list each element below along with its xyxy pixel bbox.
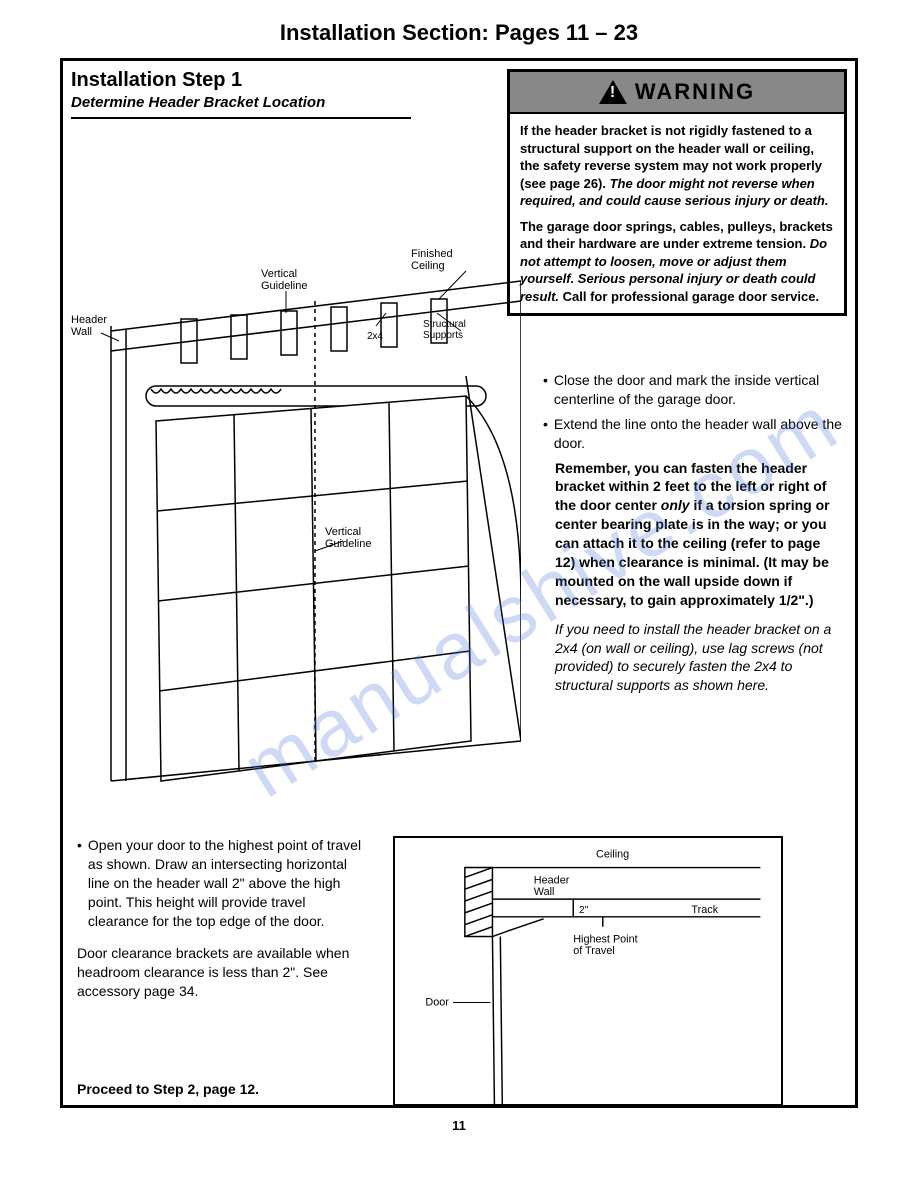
main-garage-diagram: Header Wall Vertical Guideline Finished … bbox=[71, 221, 521, 801]
instruction-note: If you need to install the header bracke… bbox=[555, 620, 843, 696]
lower-side-diagram: Ceiling Header Wall 2" Track Highest Poi… bbox=[393, 836, 783, 1106]
right-instructions: •Close the door and mark the inside vert… bbox=[543, 371, 843, 695]
bullet-icon: • bbox=[543, 371, 548, 409]
warning-p2c: Call for professional garage door servic… bbox=[559, 289, 819, 304]
warning-label: WARNING bbox=[635, 79, 755, 105]
lower-bullet: Open your door to the highest point of t… bbox=[88, 836, 367, 930]
warning-text: If the header bracket is not rigidly fas… bbox=[510, 114, 844, 313]
warning-triangle-icon bbox=[599, 80, 627, 104]
main-content-box: Installation Step 1 Determine Header Bra… bbox=[60, 58, 858, 1108]
page-number: 11 bbox=[0, 1118, 918, 1133]
warning-p2a: The garage door springs, cables, pulleys… bbox=[520, 219, 833, 252]
bullet-icon: • bbox=[77, 836, 82, 930]
instruction-bullet-1: Close the door and mark the inside verti… bbox=[554, 371, 843, 409]
bullet-icon: • bbox=[543, 415, 548, 453]
proceed-text: Proceed to Step 2, page 12. bbox=[77, 1081, 259, 1097]
label-2x4: 2x4 bbox=[367, 331, 384, 342]
label-door: Door bbox=[425, 996, 449, 1008]
step-header: Installation Step 1 Determine Header Bra… bbox=[71, 69, 411, 119]
label-finished-ceiling: Finished Ceiling bbox=[411, 248, 456, 272]
instruction-remember: Remember, you can fasten the header brac… bbox=[555, 459, 843, 610]
warning-box: WARNING If the header bracket is not rig… bbox=[507, 69, 847, 316]
label-ceiling: Ceiling bbox=[596, 849, 629, 861]
instruction-bullet-2: Extend the line onto the header wall abo… bbox=[554, 415, 843, 453]
label-structural-supports: Structural Supports bbox=[423, 319, 469, 341]
page-title: Installation Section: Pages 11 – 23 bbox=[0, 20, 918, 46]
lower-left-text: •Open your door to the highest point of … bbox=[77, 836, 367, 1015]
label-two-inch: 2" bbox=[579, 905, 588, 916]
label-track: Track bbox=[691, 904, 718, 916]
step-subtitle: Determine Header Bracket Location bbox=[71, 94, 411, 119]
label-highest-point: Highest Point of Travel bbox=[573, 933, 640, 957]
warning-banner: WARNING bbox=[510, 72, 844, 114]
label-header-wall-lower: Header Wall bbox=[534, 874, 573, 898]
step-title: Installation Step 1 bbox=[71, 69, 411, 92]
lower-clearance-text: Door clearance brackets are available wh… bbox=[77, 944, 367, 1001]
label-vertical-guideline-top: Vertical Guideline bbox=[261, 268, 307, 292]
